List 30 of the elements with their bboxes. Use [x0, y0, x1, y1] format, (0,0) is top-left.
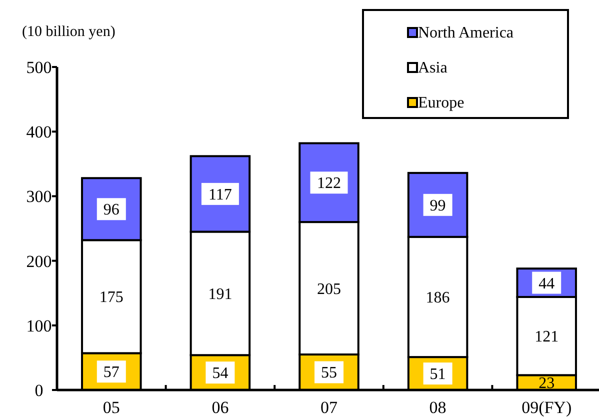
y-tick-label: 300 [26, 187, 52, 206]
x-tick-label: 08 [429, 398, 446, 417]
x-tick-label: 09(FY) [522, 398, 572, 417]
y-tick-label: 500 [26, 58, 52, 77]
data-label: 23 [538, 375, 555, 392]
data-label: 117 [208, 186, 232, 204]
x-tick-label: 06 [212, 398, 229, 417]
data-label: 121 [534, 328, 559, 346]
data-label: 55 [321, 364, 337, 382]
legend-label: Europe [418, 94, 464, 112]
y-tick-label: 0 [34, 381, 44, 400]
data-label: 175 [99, 289, 124, 306]
legend-label: North America [418, 24, 514, 42]
data-label: 205 [317, 280, 341, 298]
y-tick-label: 200 [26, 252, 52, 271]
data-label: 44 [538, 275, 555, 292]
data-label: 122 [317, 175, 341, 192]
data-label: 96 [103, 202, 120, 219]
data-label: 186 [426, 289, 450, 306]
y-axis-title: (10 billion yen) [22, 24, 116, 40]
data-label: 54 [212, 365, 228, 382]
x-tick-label: 07 [320, 398, 338, 417]
data-label: 99 [430, 197, 446, 214]
data-label: 57 [103, 364, 120, 382]
legend-label: Asia [418, 60, 448, 76]
y-tick-label: 400 [26, 122, 52, 142]
x-tick-label: 05 [102, 398, 120, 417]
data-label: 191 [208, 286, 232, 303]
data-label: 51 [430, 366, 446, 384]
y-tick-label: 100 [26, 316, 52, 336]
